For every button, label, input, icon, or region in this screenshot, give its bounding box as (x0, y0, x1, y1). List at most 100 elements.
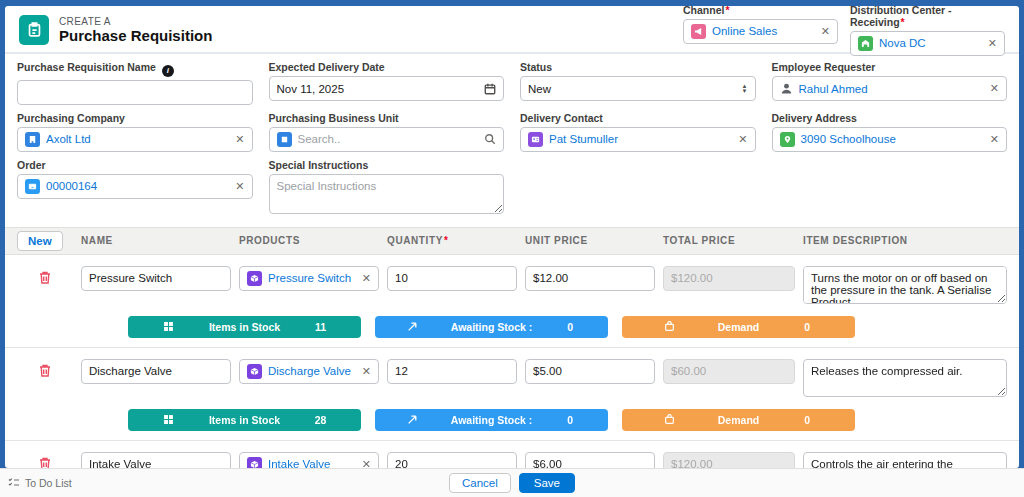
total-price-input (663, 266, 795, 291)
purchasing-company-value: Axolt Ltd (46, 133, 229, 145)
item-description-textarea[interactable]: Releases the compressed air. (803, 359, 1007, 397)
field-employee-requester: Employee Requester Rahul Ahmed ✕ (772, 61, 1008, 105)
field-purchasing-company: Purchasing Company Axolt Ltd ✕ (17, 112, 253, 152)
remove-delivery-address-icon[interactable]: ✕ (990, 133, 999, 146)
quantity-input[interactable] (387, 359, 517, 384)
product-icon (247, 364, 262, 379)
unit-price-input[interactable] (525, 266, 655, 291)
demand-badge[interactable]: Demand 0 (622, 316, 855, 338)
quantity-input[interactable] (387, 452, 517, 469)
field-delivery-contact: Delivery Contact Pat Stumuller ✕ (520, 112, 756, 152)
business-unit-icon (277, 132, 292, 147)
distribution-center-label: Distribution Center - Receiving* (850, 6, 1005, 28)
remove-product-icon[interactable]: ✕ (362, 365, 371, 378)
card-header: CREATE A Purchase Requisition Channel* O… (5, 6, 1019, 52)
special-instructions-textarea[interactable] (269, 174, 505, 214)
delete-row-icon[interactable] (17, 266, 73, 285)
business-unit-search-input[interactable] (298, 133, 479, 145)
bag-icon (664, 321, 675, 332)
remove-product-icon[interactable]: ✕ (362, 272, 371, 285)
remove-delivery-contact-icon[interactable]: ✕ (738, 133, 747, 146)
items-in-stock-value: 28 (315, 414, 327, 426)
special-instructions-label: Special Instructions (269, 159, 505, 171)
todo-list-utility[interactable]: To Do List (8, 477, 72, 489)
bag-icon (664, 414, 675, 425)
product-icon (247, 271, 262, 286)
field-special-instructions: Special Instructions (269, 159, 505, 218)
employee-requester-pill[interactable]: Rahul Ahmed ✕ (772, 76, 1008, 101)
total-price-input (663, 359, 795, 384)
purchasing-company-pill[interactable]: Axolt Ltd ✕ (17, 127, 253, 152)
col-item-description: ITEM DESCRIPTION (803, 235, 1007, 246)
stepper-icon[interactable]: ▲▼ (742, 84, 748, 94)
items-in-stock-badge[interactable]: Items in Stock 28 (128, 409, 361, 431)
field-purchasing-business-unit: Purchasing Business Unit (269, 112, 505, 152)
product-pill[interactable]: Pressure Switch ✕ (239, 266, 379, 291)
item-name-input[interactable] (81, 359, 231, 384)
remove-employee-requester-icon[interactable]: ✕ (990, 82, 999, 95)
delivery-address-value: 3090 Schoolhouse (801, 133, 984, 145)
cancel-button[interactable]: Cancel (449, 473, 511, 493)
total-price-input (663, 452, 795, 469)
awaiting-stock-badge[interactable]: Awaiting Stock : 0 (375, 316, 608, 338)
remove-order-icon[interactable]: ✕ (235, 180, 244, 193)
order-pill[interactable]: 00000164 ✕ (17, 174, 253, 199)
order-value: 00000164 (46, 180, 229, 192)
expected-delivery-date-box[interactable] (269, 76, 505, 101)
col-quantity: QUANTITY* (387, 235, 517, 246)
status-value: New (528, 83, 551, 95)
unit-price-input[interactable] (525, 452, 655, 469)
inbound-icon (407, 321, 418, 332)
product-pill[interactable]: Discharge Valve ✕ (239, 359, 379, 384)
product-pill[interactable]: Intake Valve ✕ (239, 452, 379, 469)
contact-icon (528, 132, 543, 147)
remove-channel-icon[interactable]: ✕ (821, 25, 830, 38)
remove-distribution-center-icon[interactable]: ✕ (988, 37, 997, 50)
unit-price-input[interactable] (525, 359, 655, 384)
quantity-input[interactable] (387, 266, 517, 291)
order-label: Order (17, 159, 253, 171)
info-icon[interactable]: i (162, 65, 174, 77)
todo-list-icon (8, 477, 20, 489)
purchasing-business-unit-box[interactable] (269, 127, 505, 152)
save-button[interactable]: Save (519, 473, 575, 493)
demand-badge[interactable]: Demand 0 (622, 409, 855, 431)
awaiting-stock-value: 0 (567, 414, 573, 426)
item-name-input[interactable] (81, 266, 231, 291)
header-eyebrow: CREATE A (59, 16, 212, 27)
app-frame: CREATE A Purchase Requisition Channel* O… (0, 0, 1024, 497)
line-item-row: Pressure Switch ✕ Turns the motor on or … (5, 255, 1019, 348)
product-value: Discharge Valve (268, 365, 356, 377)
channel-pill[interactable]: Online Sales ✕ (683, 19, 838, 44)
search-icon[interactable] (484, 133, 496, 145)
item-description-textarea[interactable]: Turns the motor on or off based on the p… (803, 266, 1007, 304)
purchasing-business-unit-label: Purchasing Business Unit (269, 112, 505, 124)
new-line-item-button[interactable]: New (17, 231, 63, 251)
delete-row-icon[interactable] (17, 452, 73, 469)
item-name-input[interactable] (81, 452, 231, 469)
warehouse-icon (858, 36, 873, 51)
expected-delivery-date-label: Expected Delivery Date (269, 61, 505, 73)
status-label: Status (520, 61, 756, 73)
employee-requester-label: Employee Requester (772, 61, 1008, 73)
delivery-contact-pill[interactable]: Pat Stumuller ✕ (520, 127, 756, 152)
item-description-textarea[interactable]: Controls the air entering the compressor… (803, 452, 1007, 469)
line-item-row: Intake Valve ✕ Controls the air entering… (5, 441, 1019, 469)
col-total-price: TOTAL PRICE (663, 235, 795, 246)
status-select[interactable]: New ▲▼ (520, 76, 756, 101)
remove-product-icon[interactable]: ✕ (362, 458, 371, 469)
distribution-center-pill[interactable]: Nova DC ✕ (850, 31, 1005, 56)
field-expected-delivery-date: Expected Delivery Date (269, 61, 505, 105)
requisition-name-label: Purchase Requisition Namei (17, 61, 253, 77)
delete-row-icon[interactable] (17, 359, 73, 378)
expected-delivery-date-input[interactable] (277, 83, 479, 95)
person-icon (780, 82, 793, 95)
items-in-stock-value: 11 (315, 321, 326, 333)
awaiting-stock-badge[interactable]: Awaiting Stock : 0 (375, 409, 608, 431)
items-in-stock-badge[interactable]: Items in Stock 11 (128, 316, 361, 338)
calendar-icon[interactable] (484, 83, 496, 95)
requisition-name-input[interactable] (17, 80, 253, 105)
remove-purchasing-company-icon[interactable]: ✕ (235, 133, 244, 146)
delivery-address-pill[interactable]: 3090 Schoolhouse ✕ (772, 127, 1008, 152)
line-items-header: New NAME PRODUCTS QUANTITY* UNIT PRICE T… (5, 227, 1019, 255)
